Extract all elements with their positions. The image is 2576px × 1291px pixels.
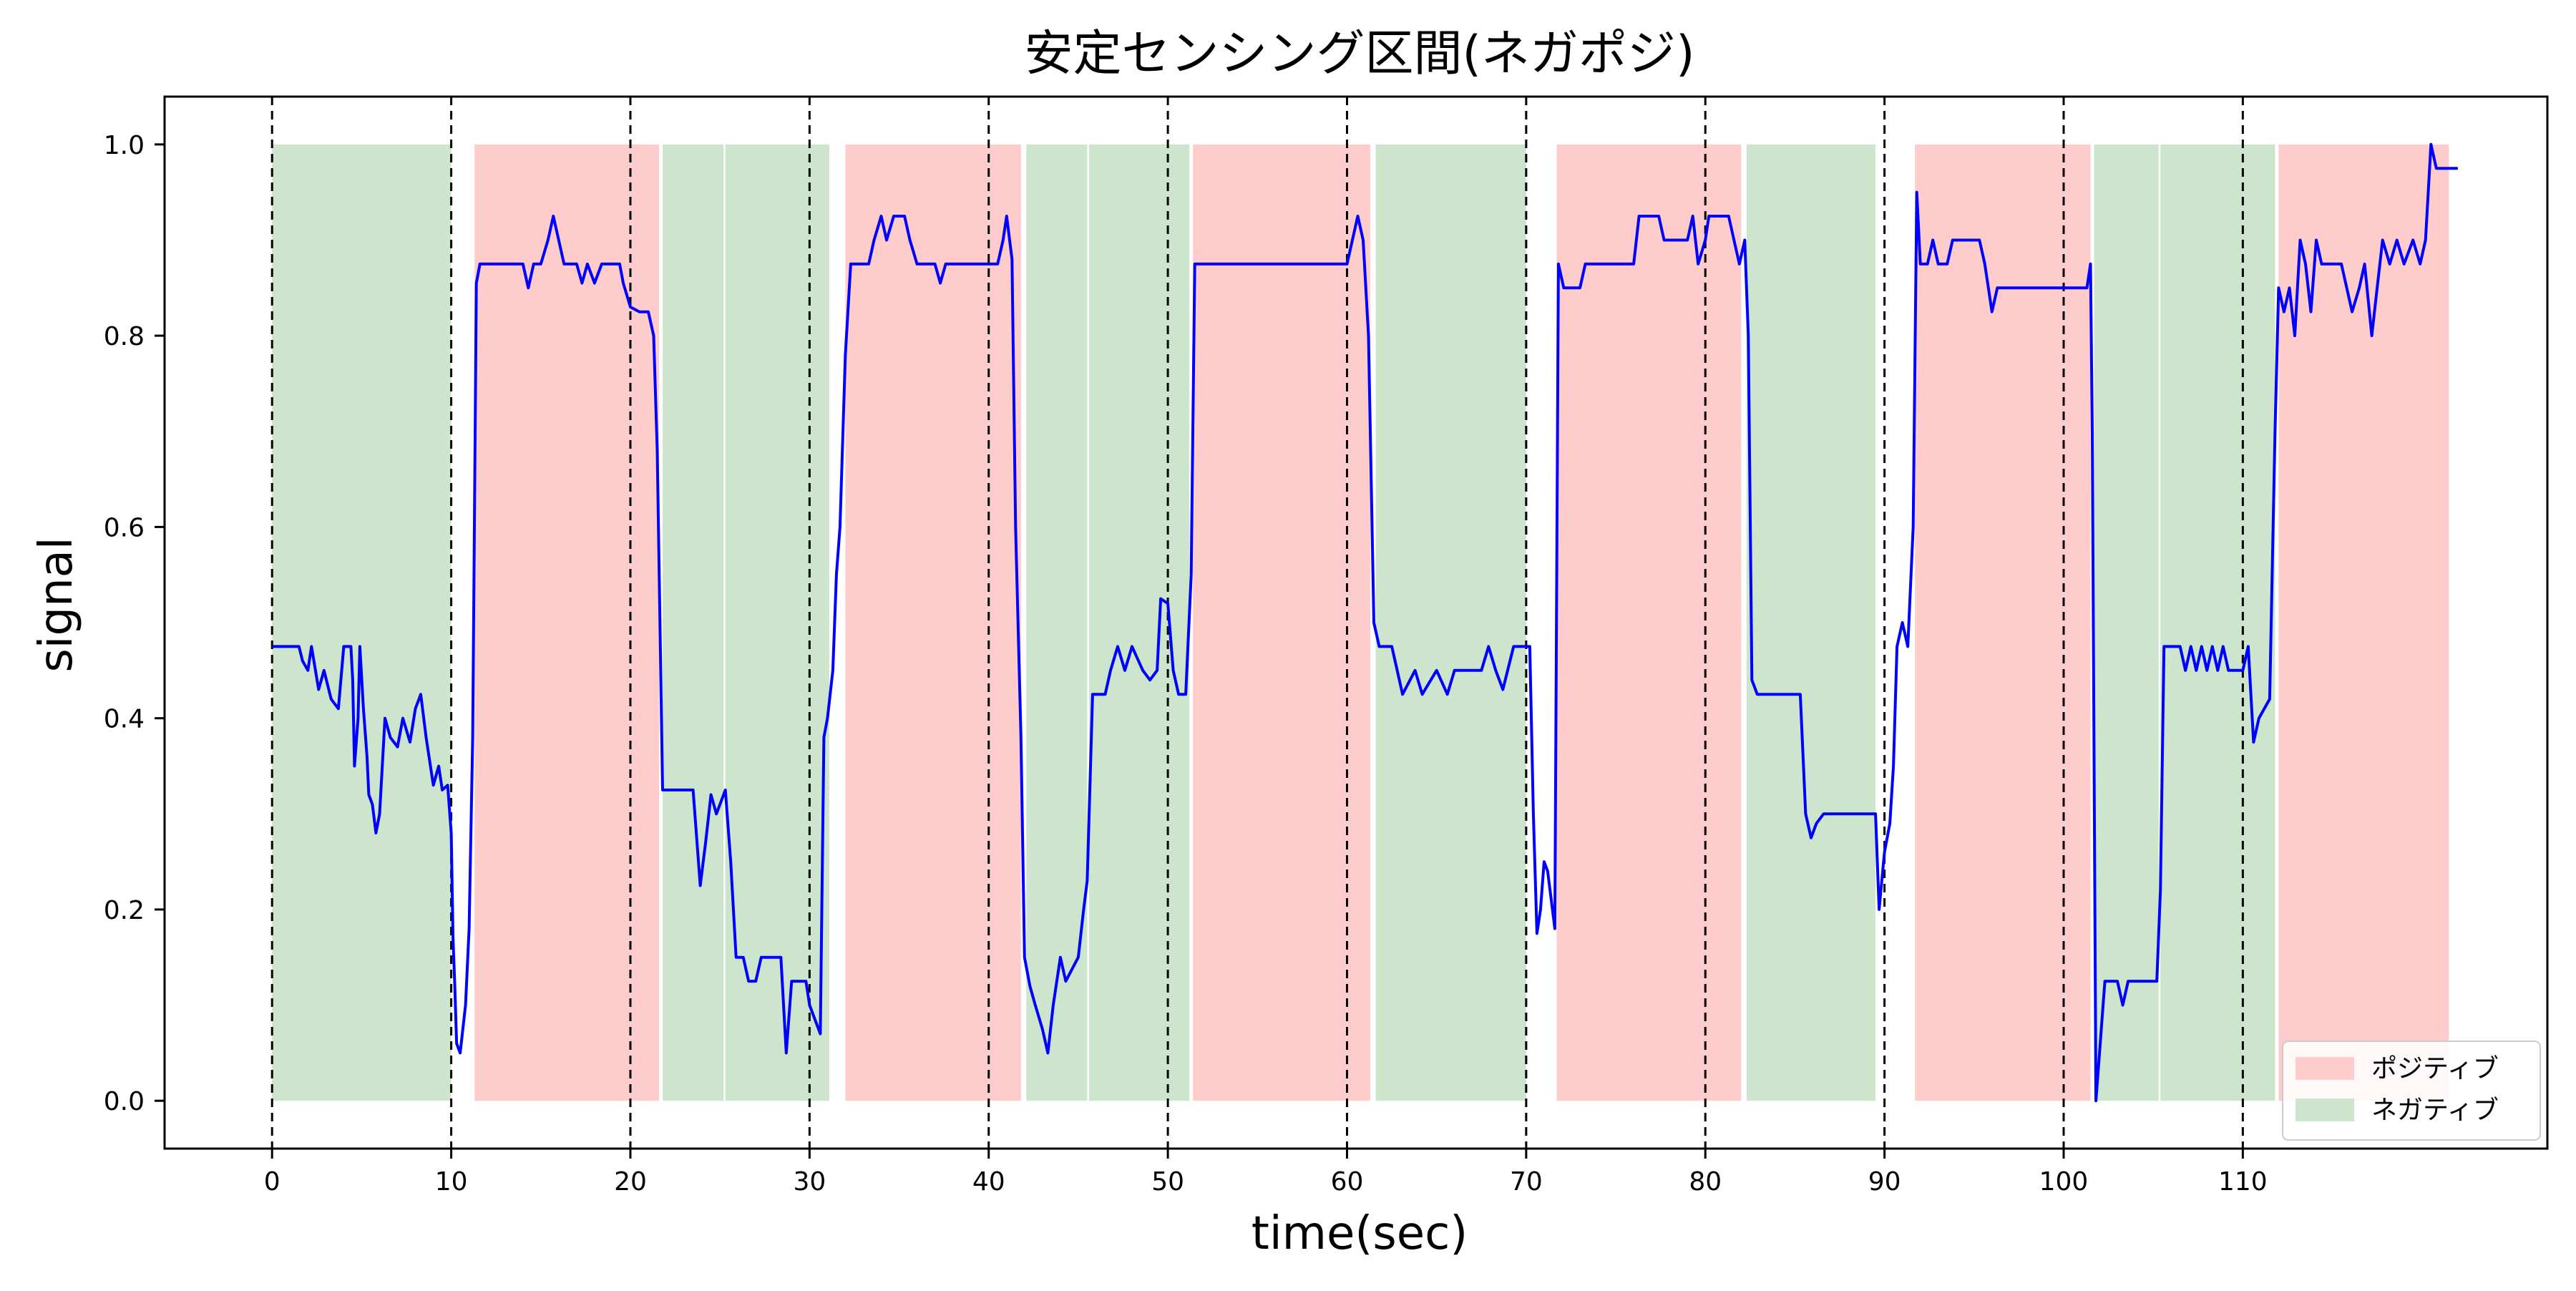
positive-region (1556, 144, 1742, 1101)
negative-region (725, 144, 829, 1101)
y-tick-label: 1.0 (104, 131, 145, 160)
negative-region (2094, 144, 2159, 1101)
y-axis-label: signal (30, 537, 83, 672)
negative-region (1088, 144, 1190, 1101)
x-tick-label: 110 (2218, 1167, 2268, 1197)
x-tick-label: 50 (1151, 1167, 1184, 1197)
y-tick-label: 0.2 (104, 896, 145, 925)
legend-label: ポジティブ (2371, 1054, 2499, 1083)
positive-region (2278, 144, 2449, 1101)
negative-region (1375, 144, 1526, 1101)
x-tick-label: 10 (435, 1167, 468, 1197)
x-tick-label: 80 (1689, 1167, 1722, 1197)
chart-title: 安定センシング区間(ネガポジ) (1024, 26, 1694, 82)
plot-frame (163, 95, 2549, 1150)
x-tick-label: 100 (2039, 1167, 2089, 1197)
x-axis-label: time(sec) (1252, 1207, 1468, 1260)
positive-region (1915, 144, 2091, 1101)
signal-line (272, 142, 2458, 1103)
negative-region (1026, 144, 1088, 1101)
y-tick-label: 0.0 (104, 1087, 145, 1116)
y-tick-label: 0.8 (104, 322, 145, 351)
x-tick-label: 30 (793, 1167, 826, 1197)
negative-region (272, 144, 452, 1101)
y-tick-label: 0.4 (104, 705, 145, 734)
legend-label: ネガティブ (2371, 1096, 2499, 1125)
negative-region (1746, 144, 1876, 1101)
negative-region (2160, 144, 2275, 1101)
x-tick-label: 40 (972, 1167, 1005, 1197)
x-tick-label: 70 (1510, 1167, 1543, 1197)
y-tick-label: 0.6 (104, 513, 145, 542)
x-tick-label: 0 (264, 1167, 280, 1197)
x-tick-label: 90 (1868, 1167, 1901, 1197)
negative-region (663, 144, 724, 1101)
x-tick-label: 60 (1331, 1167, 1364, 1197)
x-tick-label: 20 (614, 1167, 647, 1197)
positive-region (1193, 144, 1371, 1101)
positive-region (845, 144, 1021, 1101)
legend-swatch (2296, 1057, 2354, 1080)
legend-swatch (2296, 1098, 2354, 1121)
